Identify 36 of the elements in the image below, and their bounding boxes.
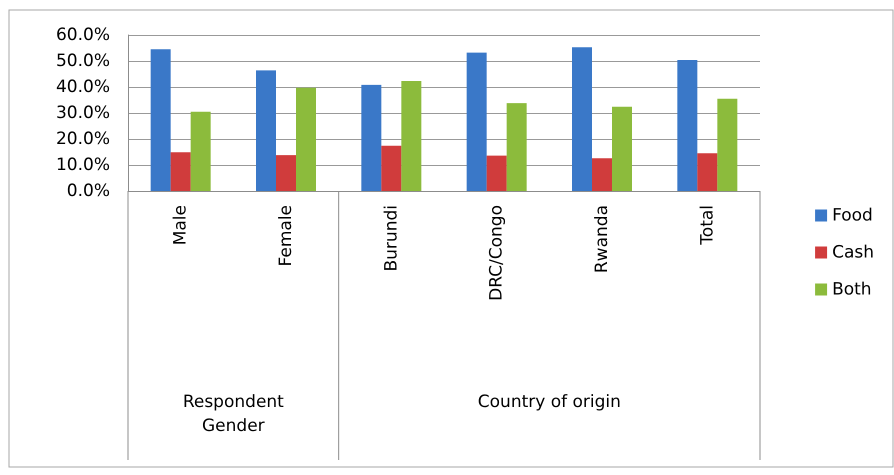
legend-label: Cash [832, 242, 874, 262]
x-tick-label: DRC/Congo [486, 205, 507, 301]
bar [592, 158, 612, 191]
bar [381, 146, 402, 191]
bar [170, 152, 191, 191]
bar [572, 47, 592, 191]
bar [276, 155, 296, 191]
bar [361, 84, 382, 191]
text: Country of origin [478, 392, 621, 412]
y-tick-label: 20.0% [56, 129, 110, 149]
bar [190, 112, 211, 191]
y-tick-label: 30.0% [56, 103, 110, 123]
y-tick-label: 40.0% [56, 77, 110, 97]
bar [256, 70, 276, 191]
bar [296, 88, 316, 191]
bar [466, 52, 487, 191]
y-tick-label: 10.0% [56, 155, 110, 175]
x-tick-label: Rwanda [592, 205, 612, 274]
x-tick-label: Burundi [381, 205, 402, 272]
bar [506, 103, 527, 191]
bar [612, 106, 632, 191]
y-tick-label: 50.0% [56, 51, 110, 71]
bar [697, 153, 718, 191]
bar [717, 98, 738, 191]
text: Respondent Gender [182, 392, 284, 436]
bar [486, 156, 507, 191]
y-tick-label: 0.0% [66, 181, 110, 201]
y-tick-label: 60.0% [56, 25, 110, 45]
bar [150, 49, 171, 191]
x-tick-label: Total [697, 205, 718, 246]
x-tick-label: Male [170, 205, 191, 246]
legend-label: Both [832, 280, 872, 300]
legend-label: Food [832, 206, 873, 226]
bar [677, 60, 698, 191]
bar [401, 81, 422, 191]
x-tick-label: Female [276, 205, 296, 266]
